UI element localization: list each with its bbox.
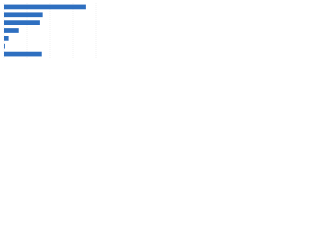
bar bbox=[4, 43, 5, 49]
page: (() => { const data = JSON.parse(documen… bbox=[0, 0, 320, 71]
chart bbox=[3, 3, 97, 58]
bar bbox=[4, 28, 19, 33]
bar bbox=[4, 4, 86, 10]
bar bbox=[4, 12, 43, 18]
bar bbox=[4, 36, 9, 41]
bar bbox=[4, 51, 42, 57]
bar bbox=[4, 20, 40, 25]
